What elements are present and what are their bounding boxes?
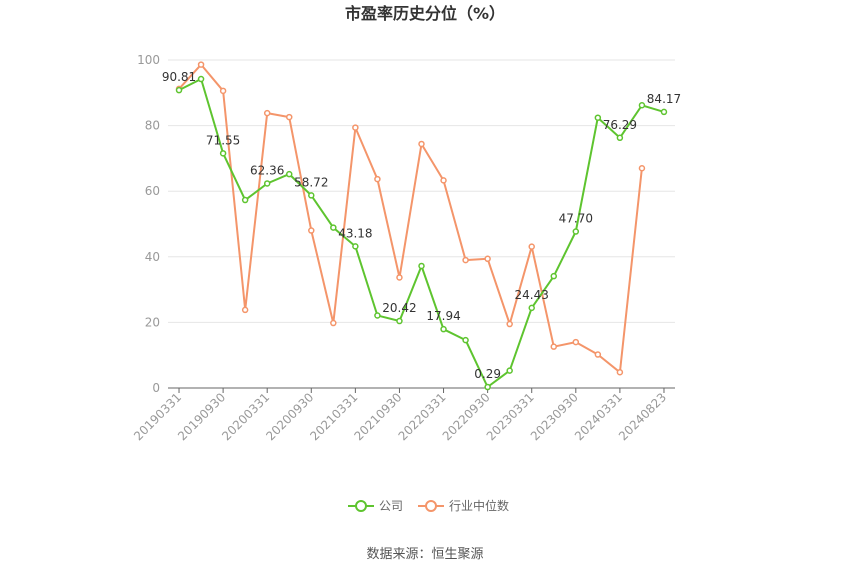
data-point (594, 351, 602, 358)
data-point (638, 164, 646, 172)
data-point (308, 192, 315, 199)
y-tick-label: 0 (152, 381, 160, 395)
data-point (484, 255, 491, 263)
data-point (418, 140, 425, 148)
x-axis-ticks: 2019033120190930202003312020093020210331… (131, 390, 669, 443)
data-point (528, 304, 535, 312)
data-point (219, 150, 227, 157)
data-label: 84.17 (647, 92, 681, 106)
data-point (396, 317, 403, 325)
data-point (506, 367, 513, 374)
data-point (418, 262, 425, 270)
data-point (263, 180, 271, 187)
data-label: 24.43 (515, 288, 549, 302)
data-point (462, 256, 469, 264)
data-point (374, 175, 381, 183)
axes (168, 387, 675, 393)
data-point (528, 243, 535, 250)
data-labels: 90.81 71.55 62.36 58.72 43.18 20.42 17.94 0.29 2… (162, 70, 681, 381)
source-note: 数据来源：恒生聚源 (366, 547, 483, 562)
data-point (308, 227, 315, 234)
data-point (550, 272, 558, 280)
data-point (330, 319, 337, 327)
data-point (352, 243, 359, 250)
data-label: 71.55 (206, 133, 240, 147)
data-point (285, 170, 293, 178)
data-point (241, 306, 249, 314)
legend-label: 行业中位数 (449, 498, 509, 513)
data-point (660, 108, 668, 116)
data-point (462, 336, 469, 344)
data-point (594, 114, 602, 121)
data-point (352, 124, 359, 131)
data-label: 17.94 (426, 309, 460, 323)
data-point (241, 196, 249, 204)
legend-marker (425, 500, 437, 512)
data-point (219, 87, 227, 95)
y-tick-label: 60 (145, 184, 160, 198)
data-point (197, 61, 205, 68)
data-point (440, 177, 447, 184)
y-tick-label: 20 (145, 315, 160, 329)
data-label: 47.70 (559, 212, 593, 226)
chart-title: 市盈率历史分位（%） (345, 4, 505, 23)
series-layer (175, 61, 668, 391)
data-label: 0.29 (474, 367, 501, 381)
legend-item-0[interactable]: 公司 (348, 499, 403, 513)
grid (168, 59, 675, 323)
y-tick-label: 100 (137, 53, 160, 67)
data-point (484, 383, 491, 391)
y-tick-label: 40 (145, 250, 160, 264)
data-point (506, 320, 513, 328)
series-line-1 (178, 63, 643, 374)
x-tick-label: 20240823 (616, 390, 669, 443)
data-point (175, 86, 183, 94)
legend-label: 公司 (379, 499, 403, 513)
data-label: 58.72 (294, 175, 328, 189)
data-point (572, 338, 580, 346)
legend-marker (355, 500, 367, 512)
legend[interactable]: 公司 行业中位数 (348, 498, 509, 513)
y-axis-ticks: 0 20 40 60 80 100 (137, 53, 160, 395)
data-point (440, 325, 447, 333)
data-label: 43.18 (338, 226, 372, 240)
legend-item-1[interactable]: 行业中位数 (418, 498, 509, 513)
data-point (263, 109, 271, 117)
data-point (396, 274, 403, 281)
data-label: 20.42 (382, 301, 416, 315)
data-point (285, 113, 293, 121)
data-point (638, 102, 646, 109)
data-label: 90.81 (162, 70, 196, 84)
data-point (572, 228, 580, 235)
data-point (374, 312, 381, 319)
y-tick-label: 80 (145, 119, 160, 133)
data-point (616, 134, 624, 142)
data-point (550, 343, 558, 350)
data-label: 76.29 (603, 118, 637, 132)
data-label: 62.36 (250, 163, 284, 177)
data-point (616, 369, 624, 376)
data-point (330, 224, 337, 231)
data-point (197, 75, 205, 83)
